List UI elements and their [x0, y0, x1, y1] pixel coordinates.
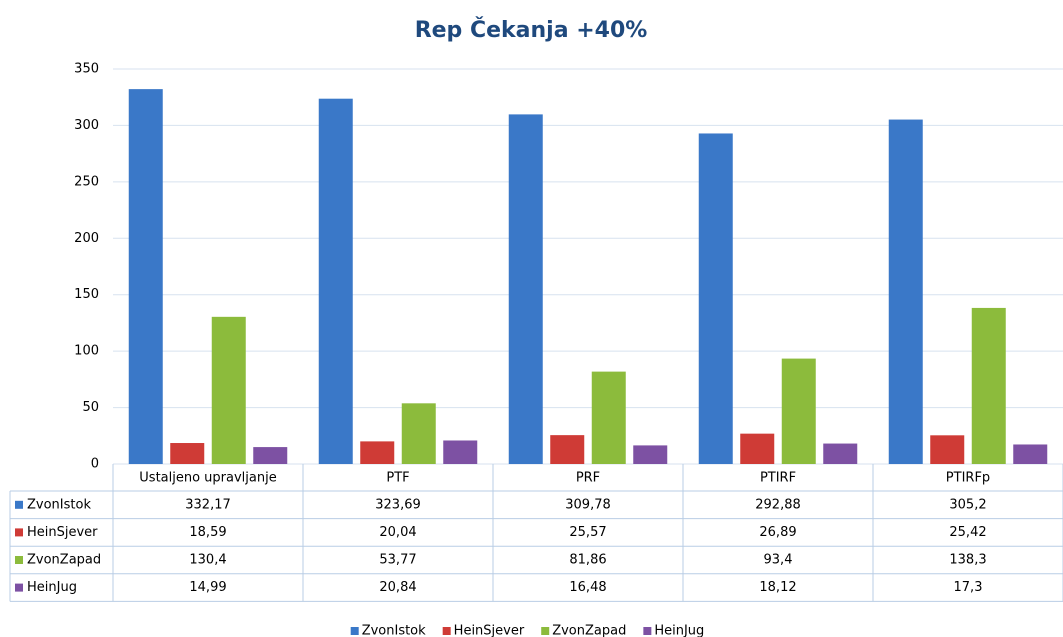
table-cell: 16,48: [569, 580, 606, 595]
bar: [508, 114, 543, 464]
table-row-label: ZvonIstok: [27, 497, 91, 512]
table-cell: 130,4: [189, 553, 226, 568]
legend-key: [643, 627, 652, 635]
table-key: [15, 528, 23, 537]
bar: [170, 443, 205, 464]
legend-key: [442, 627, 451, 635]
table-cell: 25,57: [569, 525, 606, 540]
y-tick-label: 200: [74, 231, 99, 246]
table-cell: 309,78: [565, 497, 611, 512]
table-cell: 17,3: [954, 580, 983, 595]
table-row-label: HeinJug: [27, 580, 77, 595]
x-tick-label: Ustaljeno upravljanje: [139, 471, 276, 486]
bar: [888, 119, 923, 464]
table-cell: 18,59: [189, 525, 226, 540]
y-tick-label: 300: [74, 118, 99, 133]
table-cell: 81,86: [569, 553, 606, 568]
bar: [698, 133, 733, 465]
table-cell: 18,12: [759, 580, 796, 595]
y-tick-label: 350: [74, 62, 99, 77]
table-cell: 20,84: [379, 580, 416, 595]
table-key: [15, 583, 23, 592]
x-tick-label: PTF: [386, 471, 409, 486]
bar: [633, 445, 668, 464]
table-cell: 305,2: [949, 497, 986, 512]
table-key: [15, 556, 23, 564]
chart-title: Rep Čekanja +40%: [415, 17, 648, 43]
legend-label: HeinJug: [654, 624, 704, 637]
legend-key: [541, 627, 550, 635]
legend-label: ZvonZapad: [552, 624, 626, 637]
table-row-label: HeinSjever: [27, 525, 98, 540]
x-tick-label: PTIRF: [760, 471, 796, 486]
table-cell: 26,89: [759, 525, 796, 540]
bar: [740, 433, 775, 464]
bar: [930, 435, 965, 464]
table-cell: 20,04: [379, 525, 416, 540]
legend-label: ZvonIstok: [362, 624, 426, 637]
legend-label: HeinSjever: [454, 624, 525, 637]
bar: [781, 358, 816, 464]
y-tick-label: 250: [74, 174, 99, 189]
bar: [550, 435, 585, 464]
table-cell: 323,69: [375, 497, 421, 512]
y-tick-label: 0: [91, 457, 99, 472]
table-cell: 292,88: [755, 497, 801, 512]
bar: [318, 98, 353, 464]
table-cell: 25,42: [949, 525, 986, 540]
bar: [401, 403, 436, 464]
table-cell: 14,99: [189, 580, 226, 595]
table-row-label: ZvonZapad: [27, 553, 101, 568]
x-tick-label: PTIRFp: [946, 471, 990, 486]
bar: [823, 443, 858, 464]
table-cell: 53,77: [379, 553, 416, 568]
bar: [1013, 444, 1048, 464]
legend-key: [350, 627, 359, 635]
table-cell: 138,3: [949, 553, 986, 568]
table-cell: 93,4: [764, 553, 793, 568]
bar: [128, 89, 163, 464]
bar: [360, 441, 395, 464]
y-tick-label: 100: [74, 344, 99, 359]
bar: [443, 440, 478, 464]
bar: [971, 307, 1006, 464]
bar: [591, 371, 626, 464]
bar: [253, 447, 288, 464]
x-tick-label: PRF: [576, 471, 600, 486]
table-cell: 332,17: [185, 497, 231, 512]
table-key: [15, 500, 23, 509]
y-tick-label: 150: [74, 287, 99, 302]
bar: [211, 316, 246, 464]
y-tick-label: 50: [82, 400, 99, 415]
